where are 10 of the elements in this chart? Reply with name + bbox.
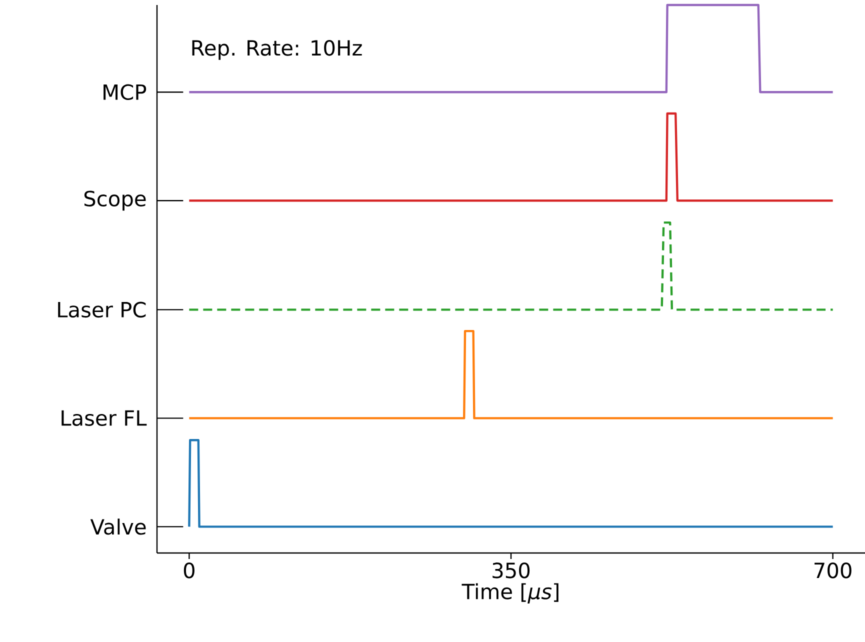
text: MCP xyxy=(104,84,146,100)
annotation: Rep. Rate: 10Hz xyxy=(192,40,362,60)
x-tick-label: 700 xyxy=(814,562,852,578)
x-tick-label: 350 xyxy=(492,562,530,578)
text: Laser FL xyxy=(62,410,147,426)
text: Scope xyxy=(84,190,146,211)
text: Valve xyxy=(90,518,146,535)
x-axis-title: Time [μs] xyxy=(462,583,558,604)
text: Laser PC xyxy=(58,302,146,318)
x-tick-label: 0 xyxy=(184,562,194,578)
